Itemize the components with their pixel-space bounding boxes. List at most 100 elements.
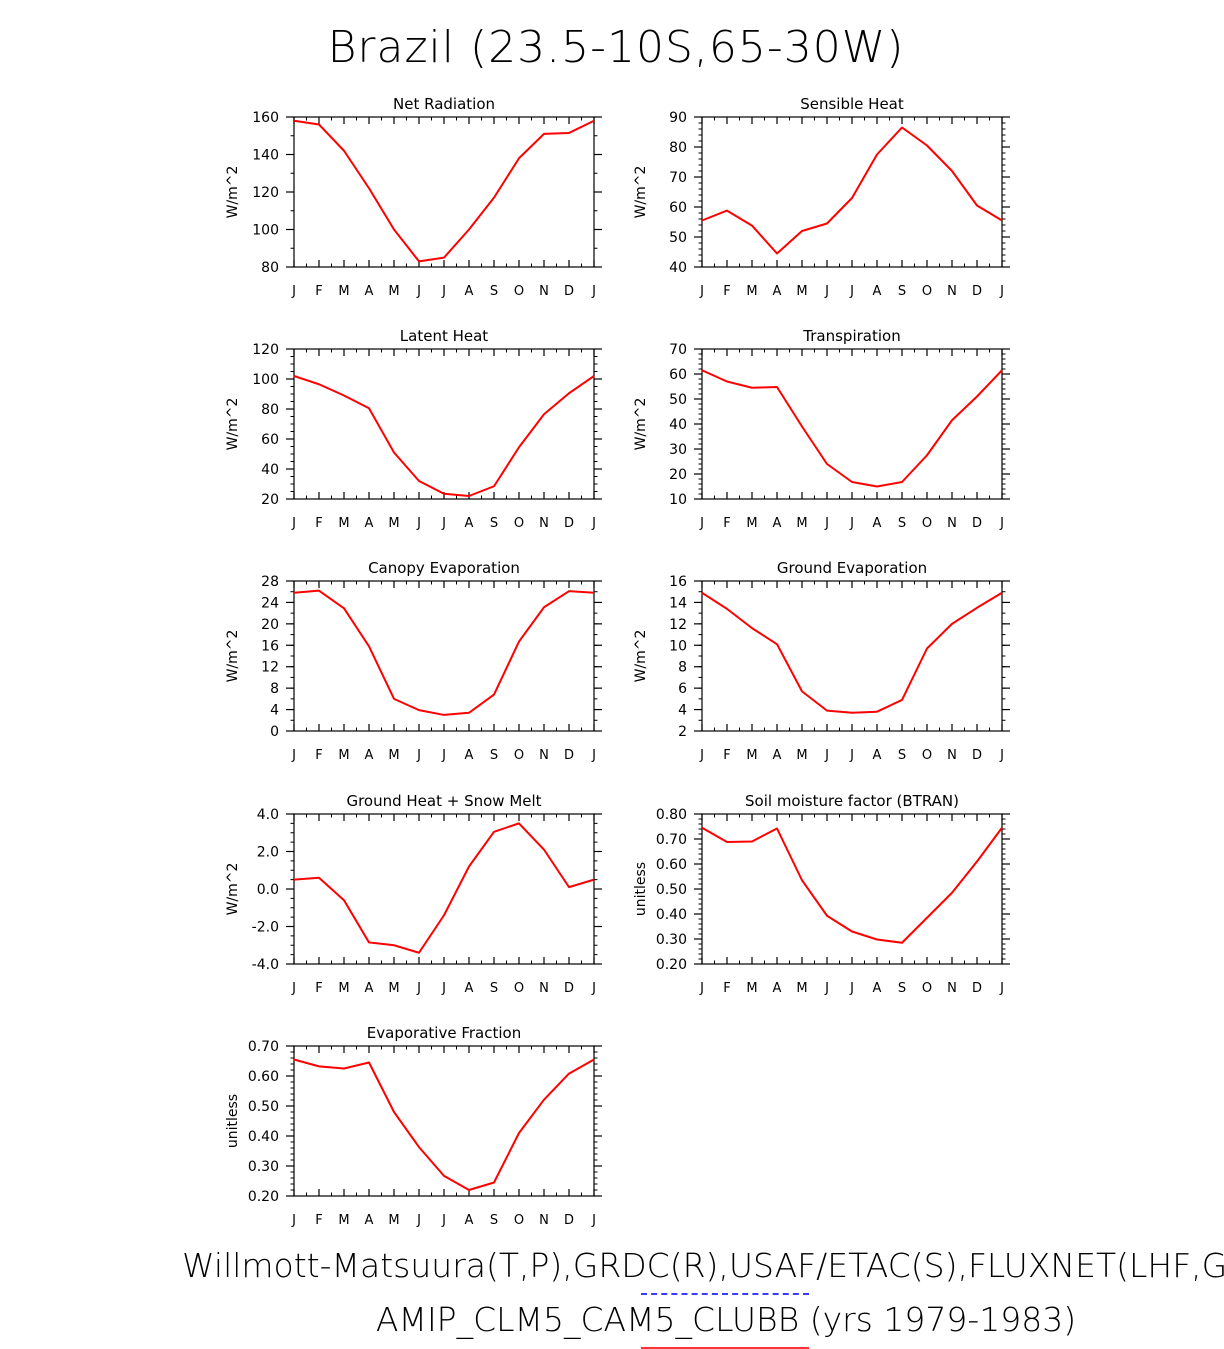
x-tick-label: J [416,284,421,299]
x-tick-label: J [416,748,421,763]
x-tick-label: J [591,516,596,531]
data-point [801,230,803,232]
x-tick-label: F [315,981,322,996]
x-tick-label: O [514,284,524,299]
data-point [293,375,295,377]
data-point [518,641,520,643]
x-tick-label: J [999,748,1004,763]
y-tick-label: 120 [252,342,279,358]
panel-title: Evaporative Fraction [367,1024,521,1042]
y-tick-label: 8 [678,660,687,676]
y-axis-label: W/m^2 [633,398,649,451]
x-tick-label: M [338,1213,349,1228]
x-tick-label: J [699,516,704,531]
x-tick-label: J [849,516,854,531]
y-tick-label: 50 [669,392,687,408]
data-point [393,229,395,231]
data-point [443,257,445,259]
data-point [976,607,978,609]
x-tick-label: A [365,981,374,996]
x-tick-label: M [388,748,399,763]
data-point [468,866,470,868]
data-point [801,426,803,428]
x-tick-label: N [947,284,957,299]
x-tick-label: M [388,1213,399,1228]
data-point [593,1059,595,1061]
y-tick-label: 0 [270,724,279,740]
y-tick-label: 20 [669,467,687,483]
data-point [593,592,595,594]
data-point [951,892,953,894]
panel-8: J F M A M J J A S O N D J0.200.300.400.500.600.700.8… [633,792,1010,996]
y-tick-label: 0.60 [656,857,687,873]
data-point [926,454,928,456]
x-tick-label: O [514,516,524,531]
data-point [518,1132,520,1134]
data-point [518,822,520,824]
y-tick-label: 60 [261,432,279,448]
data-point [751,841,753,843]
y-tick-label: 0.0 [257,882,279,898]
y-tick-label: 16 [261,638,279,654]
footer-observations-text: Willmott-Matsuura(T,P),GRDC(R),USAF/ETAC… [182,1246,1224,1285]
data-point [343,899,345,901]
y-axis-label: unitless [633,862,649,916]
x-tick-label: F [723,516,730,531]
data-point [851,481,853,483]
x-tick-label: D [564,748,574,763]
x-tick-label: S [898,284,906,299]
data-point [568,590,570,592]
data-point [543,1099,545,1101]
panel-7: J F M A M J J A S O N D J-4.0-2.00.02.04.0W/m^2Groun… [225,792,602,996]
x-tick-label: J [699,284,704,299]
data-point [776,253,778,255]
data-point [826,223,828,225]
y-tick-label: 24 [261,595,279,611]
x-tick-label: J [699,748,704,763]
x-tick-label: J [441,1213,446,1228]
x-tick-label: O [514,981,524,996]
data-series-line [293,822,595,954]
data-point [493,485,495,487]
x-tick-label: J [824,284,829,299]
x-tick-label: J [849,748,854,763]
data-point [826,463,828,465]
x-tick-label: F [315,516,322,531]
y-tick-label: 140 [252,148,279,164]
x-tick-label: N [539,748,549,763]
y-tick-label: 0.80 [656,807,687,823]
x-tick-label: S [898,516,906,531]
data-point [851,197,853,199]
data-point [493,197,495,199]
y-tick-label: 0.40 [656,907,687,923]
data-point [701,369,703,371]
y-tick-label: 0.50 [248,1099,279,1115]
x-tick-label: F [315,1213,322,1228]
x-tick-label: N [539,284,549,299]
data-point [568,886,570,888]
data-point [801,879,803,881]
y-tick-label: 30 [669,442,687,458]
x-tick-label: S [898,748,906,763]
panel-title: Net Radiation [393,95,495,113]
x-tick-label: J [291,516,296,531]
y-tick-label: 40 [669,417,687,433]
footer-blue-dashed-underline [641,1293,809,1295]
data-point [593,375,595,377]
data-point [876,486,878,488]
x-tick-label: D [564,981,574,996]
data-point [468,495,470,497]
data-point [851,931,853,933]
x-tick-label: F [723,748,730,763]
data-point [568,132,570,134]
plot-frame [701,580,1003,732]
plot-frame [701,813,1003,965]
y-tick-label: 20 [261,617,279,633]
x-tick-label: D [972,284,982,299]
x-tick-label: J [824,748,829,763]
x-tick-label: M [746,748,757,763]
data-point [443,914,445,916]
x-tick-label: J [849,981,854,996]
